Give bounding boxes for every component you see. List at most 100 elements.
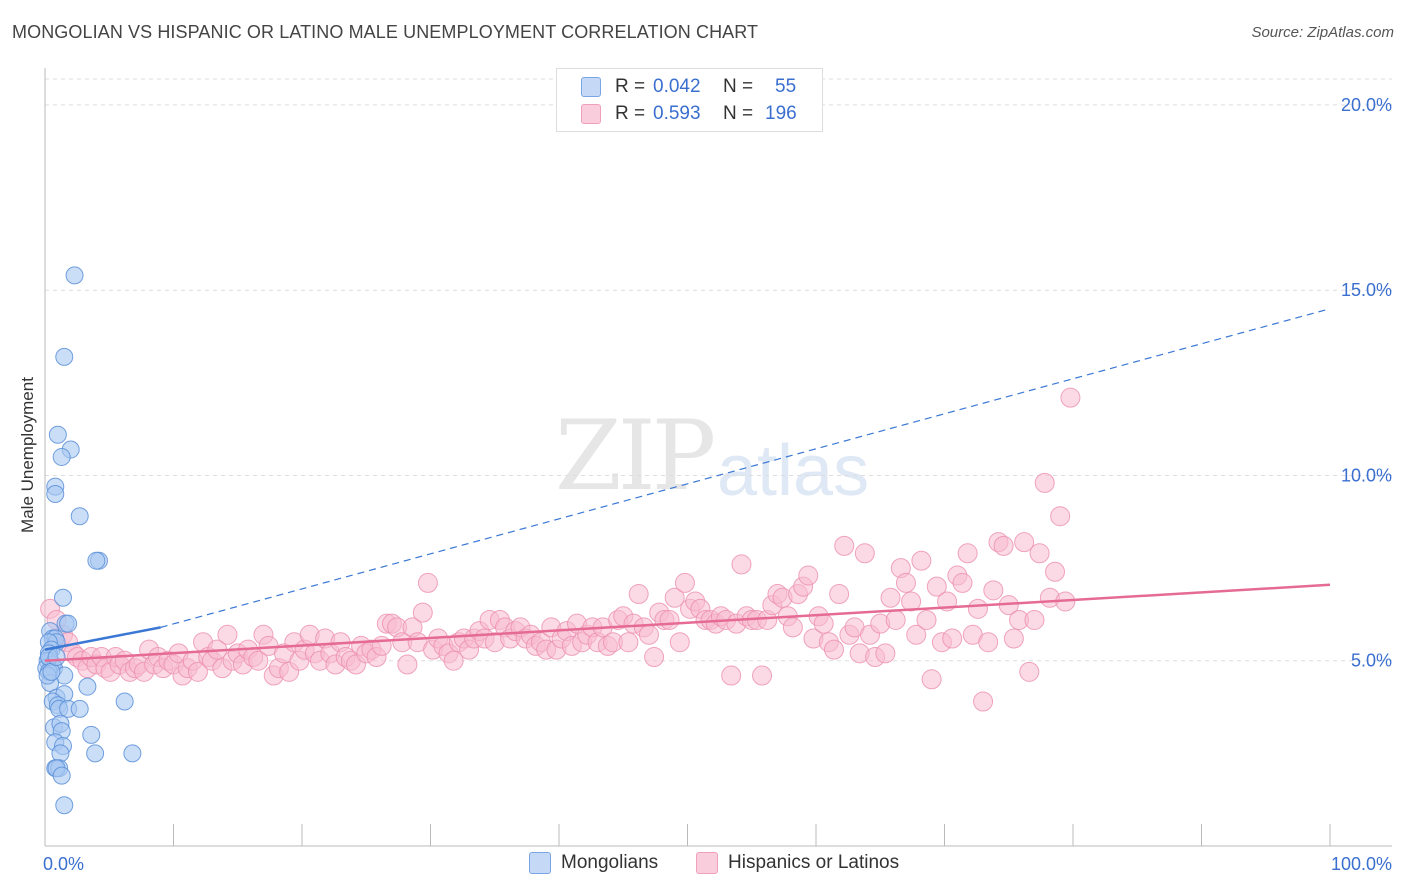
legend-item-hispanics[interactable]: Hispanics or Latinos	[696, 852, 899, 874]
mongolian-point	[55, 796, 74, 815]
x-tick-label: 100.0%	[1331, 854, 1392, 874]
hispanic-point	[906, 624, 927, 645]
legend-r-value: 0.593	[653, 103, 701, 124]
legend-n-value: 55	[775, 76, 797, 97]
hispanic-point	[1029, 543, 1050, 564]
mongolian-point	[46, 484, 65, 503]
hispanic-point	[664, 587, 685, 608]
legend-row-mongolians: R = 0.042 N = 55	[581, 75, 796, 99]
mongolians-legend-swatch	[529, 852, 551, 874]
series-legend: Mongolians Hispanics or Latinos	[0, 852, 1406, 878]
hispanic-point	[854, 543, 875, 564]
hispanic-point	[1003, 628, 1024, 649]
legend-r-value: 0.042	[653, 76, 701, 97]
hispanic-point	[443, 650, 464, 671]
hispanic-point	[731, 554, 752, 575]
hispanic-point	[721, 665, 742, 686]
hispanic-point	[417, 572, 438, 593]
legend-n-label: N =	[723, 76, 754, 97]
mongolian-point	[70, 507, 89, 526]
hispanic-point	[248, 650, 269, 671]
hispanic-point	[187, 661, 208, 682]
hispanic-point	[834, 535, 855, 556]
hispanic-point	[813, 613, 834, 634]
mongolians-legend-label: Mongolians	[561, 852, 659, 873]
hispanic-point	[957, 543, 978, 564]
mongolian-point	[115, 692, 134, 711]
mongolian-trend-extension	[160, 308, 1331, 628]
hispanic-point	[674, 572, 695, 593]
correlation-legend: R = 0.042 N = 55 R = 0.593 N = 196	[556, 68, 823, 132]
mongolian-point	[70, 699, 89, 718]
hispanic-trend-line	[44, 583, 1331, 662]
mongolian-point	[82, 725, 101, 744]
hispanic-point	[829, 584, 850, 605]
y-tick-label: 10.0%	[1341, 465, 1392, 485]
legend-item-mongolians[interactable]: Mongolians	[529, 852, 658, 874]
hispanic-point	[916, 609, 937, 630]
hispanic-point	[628, 584, 649, 605]
legend-row-hispanics: R = 0.593 N = 196	[581, 102, 797, 126]
hispanic-point	[993, 535, 1014, 556]
hispanic-point	[875, 643, 896, 664]
mongolian-point	[78, 677, 97, 696]
hispanic-point	[618, 632, 639, 653]
hispanic-point	[798, 565, 819, 586]
x-tick-label: 0.0%	[43, 854, 84, 874]
hispanic-point	[397, 654, 418, 675]
hispanic-point	[983, 580, 1004, 601]
hispanic-point	[926, 576, 947, 597]
y-tick-label: 15.0%	[1341, 280, 1392, 300]
hispanic-point	[885, 609, 906, 630]
hispanic-point	[978, 632, 999, 653]
hispanic-point	[1024, 609, 1045, 630]
hispanic-point	[973, 691, 994, 712]
hispanics-legend-swatch	[696, 852, 718, 874]
hispanic-point	[921, 669, 942, 690]
mongolian-trend-line	[44, 626, 161, 651]
legend-n-value: 196	[765, 103, 797, 124]
mongolians-swatch	[581, 77, 601, 97]
y-tick-label: 20.0%	[1341, 95, 1392, 115]
watermark-zip: ZIP	[555, 400, 716, 512]
hispanic-point	[752, 665, 773, 686]
hispanic-point	[823, 639, 844, 660]
hispanic-point	[1014, 532, 1035, 553]
hispanic-point	[659, 609, 680, 630]
mongolian-point	[55, 347, 74, 366]
mongolian-point	[86, 744, 105, 763]
hispanic-point	[967, 598, 988, 619]
mongolian-point	[47, 648, 66, 667]
chart-title: MONGOLIAN VS HISPANIC OR LATINO MALE UNE…	[12, 22, 759, 42]
hispanics-swatch	[581, 104, 601, 124]
hispanic-point	[1050, 506, 1071, 527]
mongolian-point	[87, 551, 106, 570]
hispanic-point	[942, 628, 963, 649]
mongolian-point	[52, 447, 71, 466]
hispanics-legend-label: Hispanics or Latinos	[728, 852, 900, 873]
mongolian-point	[65, 266, 84, 285]
mongolian-point	[52, 766, 71, 785]
mongolian-point	[59, 614, 78, 633]
watermark-atlas: atlas	[717, 431, 870, 511]
mongolian-point	[53, 588, 72, 607]
hispanic-point	[880, 587, 901, 608]
hispanic-point	[952, 572, 973, 593]
source-credit: Source: ZipAtlas.com	[1251, 24, 1394, 41]
legend-r-label: R =	[615, 76, 646, 97]
hispanic-point	[412, 602, 433, 623]
hispanic-point	[895, 572, 916, 593]
hispanic-point	[782, 617, 803, 638]
mongolian-point	[48, 425, 67, 444]
hispanic-point	[901, 591, 922, 612]
hispanic-point	[638, 624, 659, 645]
hispanic-point	[1045, 561, 1066, 582]
hispanic-point	[217, 624, 238, 645]
legend-r-label: R =	[615, 103, 646, 124]
mongolian-point	[123, 744, 142, 763]
hispanic-point	[911, 550, 932, 571]
hispanic-point	[1019, 661, 1040, 682]
hispanic-point	[1060, 387, 1081, 408]
legend-n-label: N =	[723, 103, 754, 124]
